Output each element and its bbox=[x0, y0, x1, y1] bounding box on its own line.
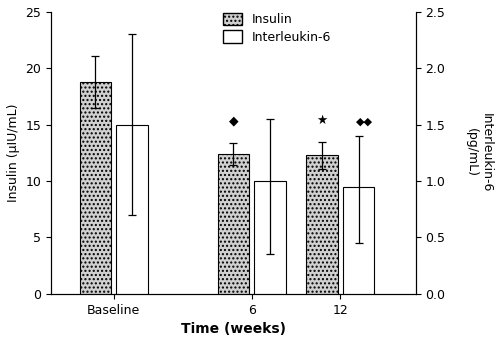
X-axis label: Time (weeks): Time (weeks) bbox=[181, 322, 286, 336]
Bar bbox=[218, 154, 250, 294]
Bar bbox=[306, 155, 338, 294]
Bar bbox=[116, 125, 148, 294]
Y-axis label: Interleukin-6
(pg/mL): Interleukin-6 (pg/mL) bbox=[465, 113, 493, 192]
Text: ◆◆: ◆◆ bbox=[356, 117, 373, 127]
Text: ◆: ◆ bbox=[228, 114, 238, 127]
Bar bbox=[254, 181, 286, 294]
Bar bbox=[343, 187, 374, 294]
Text: ★: ★ bbox=[316, 114, 328, 127]
Bar bbox=[80, 82, 111, 294]
Legend: Insulin, Interleukin-6: Insulin, Interleukin-6 bbox=[223, 13, 332, 44]
Y-axis label: Insulin (μIU/mL): Insulin (μIU/mL) bbox=[7, 104, 20, 202]
